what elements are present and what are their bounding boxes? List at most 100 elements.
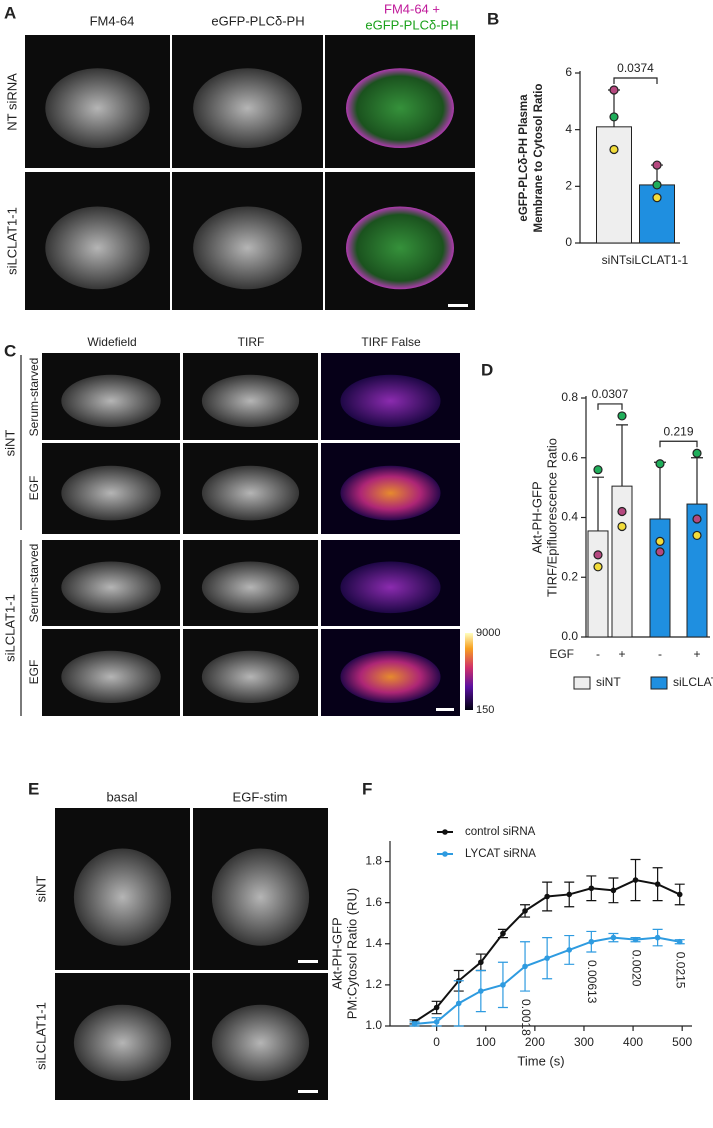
replicate-point [617, 411, 627, 421]
column-header: basal [106, 789, 137, 804]
y-tick-label: 1.4 [365, 936, 382, 950]
p-value: 0.00613 [585, 960, 599, 1004]
panel-letter: E [28, 779, 39, 798]
error-bar [592, 476, 604, 531]
replicate-point [652, 193, 662, 203]
data-point [433, 1019, 440, 1025]
data-point [566, 891, 573, 898]
column-header: Widefield [87, 335, 136, 349]
panel-letter: B [487, 9, 499, 28]
y-axis-label: eGFP-PLCδ-PH Plasma [518, 94, 530, 222]
replicate-point [609, 85, 619, 95]
y-tick-label: 2 [565, 179, 572, 193]
x-tick-label: 500 [672, 1035, 692, 1049]
group-label: siLCLAT1-1 [2, 594, 17, 662]
data-point [522, 963, 528, 970]
replicate-point [593, 562, 603, 572]
cell [193, 68, 302, 149]
replicate-point [655, 536, 665, 547]
cell [201, 374, 300, 427]
legend-label: control siRNA [465, 826, 536, 838]
p-value: 0.0018 [519, 999, 533, 1036]
replicate-point [609, 144, 619, 155]
bar [686, 503, 708, 638]
cell [201, 650, 300, 703]
cell [201, 561, 300, 614]
replicate-point [617, 506, 627, 517]
data-point [588, 938, 595, 945]
cell [211, 848, 310, 946]
panel-letter: A [4, 3, 16, 22]
x-tick-label: + [693, 647, 700, 661]
data-point [411, 1021, 418, 1027]
y-axis-label: Membrane to Cytosol Ratio [533, 84, 545, 233]
cell [45, 68, 150, 149]
column-header: EGF-stim [233, 789, 288, 804]
data-point [500, 982, 506, 988]
cell [340, 465, 441, 521]
data-point [610, 934, 617, 941]
column-header: eGFP-PLCδ-PH [365, 17, 458, 32]
y-axis-label: PM:Cytosol Ratio (RU) [344, 888, 359, 1019]
replicate-point [655, 459, 665, 469]
row-label: siNT [33, 876, 48, 903]
replicate-point [652, 180, 662, 190]
bar [649, 518, 671, 638]
row-label: Serum-starved [27, 544, 41, 623]
y-tick-label: 0.6 [561, 450, 578, 464]
axes [389, 841, 692, 1027]
replicate-point [652, 160, 662, 170]
p-value: 0.0307 [592, 387, 629, 401]
y-tick-label: 4 [565, 122, 572, 136]
x-tick-label: 100 [476, 1035, 496, 1049]
replicate-point [692, 448, 702, 458]
cell [61, 561, 161, 614]
cell [45, 206, 150, 290]
data-point [522, 908, 528, 914]
column-header: TIRF False [361, 335, 421, 349]
cell [61, 465, 161, 521]
x-tick-label: siLCLAT1-1 [626, 253, 689, 267]
scale-bar [436, 708, 454, 711]
y-axis-label: TIRF/Epifluorescence Ratio [544, 438, 559, 597]
column-header: FM4-64 + [384, 1, 440, 16]
x-tick-label: - [596, 647, 600, 661]
cell [193, 206, 302, 290]
x-tick-label: + [618, 647, 625, 661]
y-tick-label: 0.8 [561, 390, 578, 404]
y-tick-label: 0 [565, 235, 572, 249]
data-point [588, 885, 595, 892]
colorbar-min: 150 [476, 704, 494, 716]
cell [346, 68, 454, 149]
data-point [632, 936, 639, 943]
data-point [433, 1004, 440, 1011]
row-label: EGF [27, 476, 41, 501]
y-tick-label: 0.4 [561, 510, 578, 524]
panel-letter: F [362, 779, 372, 798]
legend-swatch [573, 676, 591, 690]
legend-label: LYCAT siRNA [465, 848, 536, 860]
data-point [654, 934, 661, 941]
x-axis-label: Time (s) [517, 1053, 564, 1068]
legend-marker [442, 851, 448, 857]
x-tick-label: 200 [525, 1035, 545, 1049]
x-tick-label: 300 [574, 1035, 594, 1049]
cell [73, 1004, 172, 1081]
cell [61, 650, 161, 703]
data-point [610, 887, 617, 894]
y-tick-label: 0.0 [561, 629, 578, 643]
y-tick-label: 1.2 [365, 977, 382, 991]
scale-bar [298, 1090, 318, 1093]
scale-bar [298, 960, 318, 963]
replicate-point [609, 112, 619, 122]
data-point [566, 947, 573, 953]
bar [587, 530, 609, 638]
group-label: siNT [2, 430, 17, 457]
cell [340, 561, 441, 614]
cell [211, 1004, 310, 1081]
p-value: 0.0215 [674, 952, 688, 989]
panel-letter: D [481, 360, 493, 379]
error-bar [616, 424, 628, 487]
row-label: EGF [27, 660, 41, 685]
